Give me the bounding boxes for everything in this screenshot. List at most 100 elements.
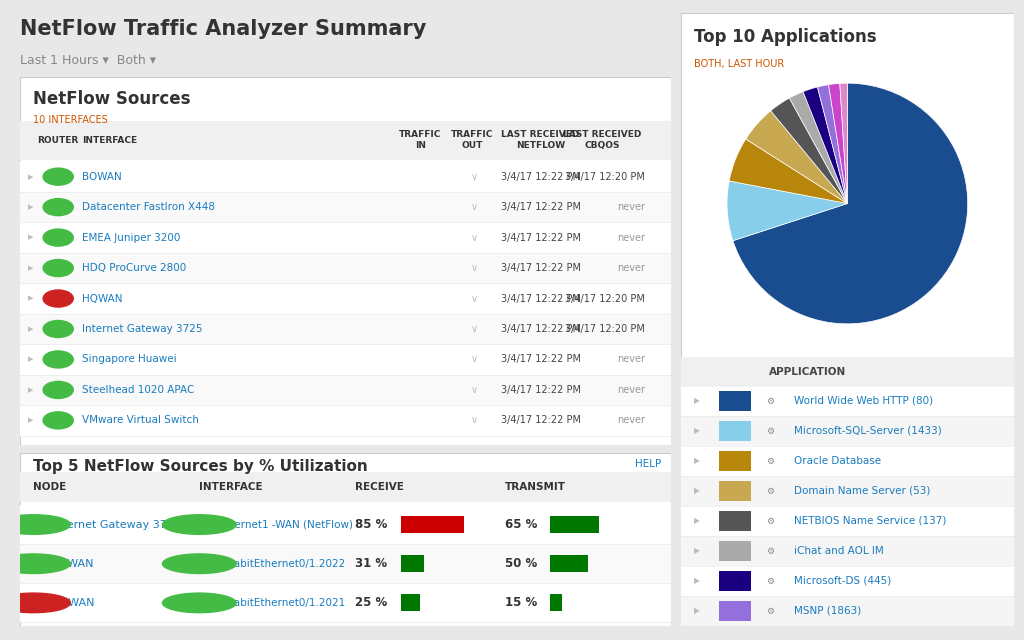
Wedge shape <box>803 87 848 204</box>
Text: 3/4/17 12:22 PM: 3/4/17 12:22 PM <box>501 232 581 243</box>
Text: 50 %: 50 % <box>505 557 538 570</box>
Text: VMware Virtual Switch: VMware Virtual Switch <box>82 415 199 426</box>
Wedge shape <box>733 83 968 324</box>
Text: NODE: NODE <box>34 482 67 492</box>
Text: ▶: ▶ <box>29 265 34 271</box>
Text: Internet Gateway 3725: Internet Gateway 3725 <box>82 324 203 334</box>
Text: ▶: ▶ <box>29 387 34 393</box>
Bar <box>20 405 671 436</box>
Text: Datacenter FastIron X448: Datacenter FastIron X448 <box>82 202 215 212</box>
Text: ∨: ∨ <box>471 415 478 426</box>
Text: ∨: ∨ <box>471 294 478 303</box>
Text: 3/4/17 12:20 PM: 3/4/17 12:20 PM <box>565 324 645 334</box>
Text: ∨: ∨ <box>471 385 478 395</box>
Bar <box>551 516 599 533</box>
Text: 10 INTERFACES: 10 INTERFACES <box>34 115 109 125</box>
Bar <box>551 595 561 611</box>
Circle shape <box>43 290 74 307</box>
Bar <box>20 374 671 405</box>
Bar <box>719 421 751 440</box>
Text: ∨: ∨ <box>471 172 478 182</box>
Circle shape <box>43 198 74 216</box>
Text: 31 %: 31 % <box>355 557 387 570</box>
Text: ▶: ▶ <box>29 173 34 180</box>
Text: Steelhead 1020 APAC: Steelhead 1020 APAC <box>82 385 195 395</box>
Text: never: never <box>616 263 645 273</box>
Text: ▶: ▶ <box>694 516 700 525</box>
Bar <box>719 481 751 500</box>
Text: Last 1 Hours ▾  Both ▾: Last 1 Hours ▾ Both ▾ <box>20 54 156 67</box>
Text: ⚙: ⚙ <box>766 547 774 556</box>
Text: 3/4/17 12:22 PM: 3/4/17 12:22 PM <box>501 172 581 182</box>
Bar <box>719 511 751 531</box>
Text: ∨: ∨ <box>471 263 478 273</box>
Text: ▶: ▶ <box>694 547 700 556</box>
Text: BOWAN: BOWAN <box>82 172 122 182</box>
Text: 3/4/17 12:22 PM: 3/4/17 12:22 PM <box>501 385 581 395</box>
Bar <box>20 161 671 192</box>
Bar <box>400 516 465 533</box>
Text: MSNP (1863): MSNP (1863) <box>795 606 861 616</box>
Bar <box>719 451 751 470</box>
Text: ∨: ∨ <box>471 324 478 334</box>
Text: 65 %: 65 % <box>505 518 538 531</box>
Text: LAST RECEIVED
NETFLOW: LAST RECEIVED NETFLOW <box>502 131 580 150</box>
Bar <box>719 541 751 561</box>
Text: ▶: ▶ <box>694 396 700 405</box>
Text: ▶: ▶ <box>694 426 700 435</box>
Bar <box>20 505 671 544</box>
Text: ∨: ∨ <box>471 355 478 364</box>
Bar <box>20 121 671 159</box>
Text: 3/4/17 12:20 PM: 3/4/17 12:20 PM <box>565 294 645 303</box>
Circle shape <box>43 168 74 185</box>
Bar <box>20 472 671 502</box>
Text: TRAFFIC
OUT: TRAFFIC OUT <box>452 131 494 150</box>
Text: ∨: ∨ <box>471 202 478 212</box>
Bar <box>20 253 671 284</box>
Text: 3/4/17 12:22 PM: 3/4/17 12:22 PM <box>501 355 581 364</box>
Text: 25 %: 25 % <box>355 596 388 609</box>
Text: 15 %: 15 % <box>505 596 538 609</box>
Text: ▶: ▶ <box>694 607 700 616</box>
Text: GigabitEthernet0/1.2022: GigabitEthernet0/1.2022 <box>217 559 346 569</box>
Text: BOWAN: BOWAN <box>51 559 94 569</box>
Text: never: never <box>616 385 645 395</box>
Text: ▶: ▶ <box>29 235 34 241</box>
Circle shape <box>43 260 74 276</box>
Text: ⚙: ⚙ <box>766 607 774 616</box>
Text: RECEIVE: RECEIVE <box>355 482 404 492</box>
Text: HELP: HELP <box>635 459 660 469</box>
Circle shape <box>43 321 74 337</box>
Text: 3/4/17 12:22 PM: 3/4/17 12:22 PM <box>501 263 581 273</box>
Text: 85 %: 85 % <box>355 518 388 531</box>
Text: ▶: ▶ <box>694 577 700 586</box>
Bar <box>20 583 671 623</box>
Text: 3/4/17 12:22 PM: 3/4/17 12:22 PM <box>501 415 581 426</box>
Wedge shape <box>745 111 848 204</box>
Text: Internet Gateway 3725: Internet Gateway 3725 <box>51 520 180 529</box>
Bar <box>20 222 671 253</box>
Text: Domain Name Server (53): Domain Name Server (53) <box>795 486 931 496</box>
Bar <box>400 555 424 572</box>
Bar <box>20 192 671 222</box>
Text: Top 5 NetFlow Sources by % Utilization: Top 5 NetFlow Sources by % Utilization <box>34 459 369 474</box>
Circle shape <box>43 381 74 399</box>
Circle shape <box>0 554 71 573</box>
Text: ▶: ▶ <box>694 456 700 465</box>
Circle shape <box>0 515 71 534</box>
Text: TRANSMIT: TRANSMIT <box>505 482 566 492</box>
Text: iChat and AOL IM: iChat and AOL IM <box>795 546 884 556</box>
Circle shape <box>0 593 71 612</box>
Text: Oracle Database: Oracle Database <box>795 456 882 466</box>
Text: 3/4/17 12:22 PM: 3/4/17 12:22 PM <box>501 324 581 334</box>
Text: 3/4/17 12:22 PM: 3/4/17 12:22 PM <box>501 294 581 303</box>
Text: ⚙: ⚙ <box>766 426 774 435</box>
Text: ∨: ∨ <box>471 232 478 243</box>
Circle shape <box>43 229 74 246</box>
Text: NETBIOS Name Service (137): NETBIOS Name Service (137) <box>795 516 946 526</box>
Text: LAST RECEIVED
CBQOS: LAST RECEIVED CBQOS <box>563 131 641 150</box>
Bar <box>551 555 588 572</box>
Text: NetFlow Sources: NetFlow Sources <box>34 90 191 108</box>
Text: ⚙: ⚙ <box>766 396 774 405</box>
Bar <box>20 284 671 314</box>
